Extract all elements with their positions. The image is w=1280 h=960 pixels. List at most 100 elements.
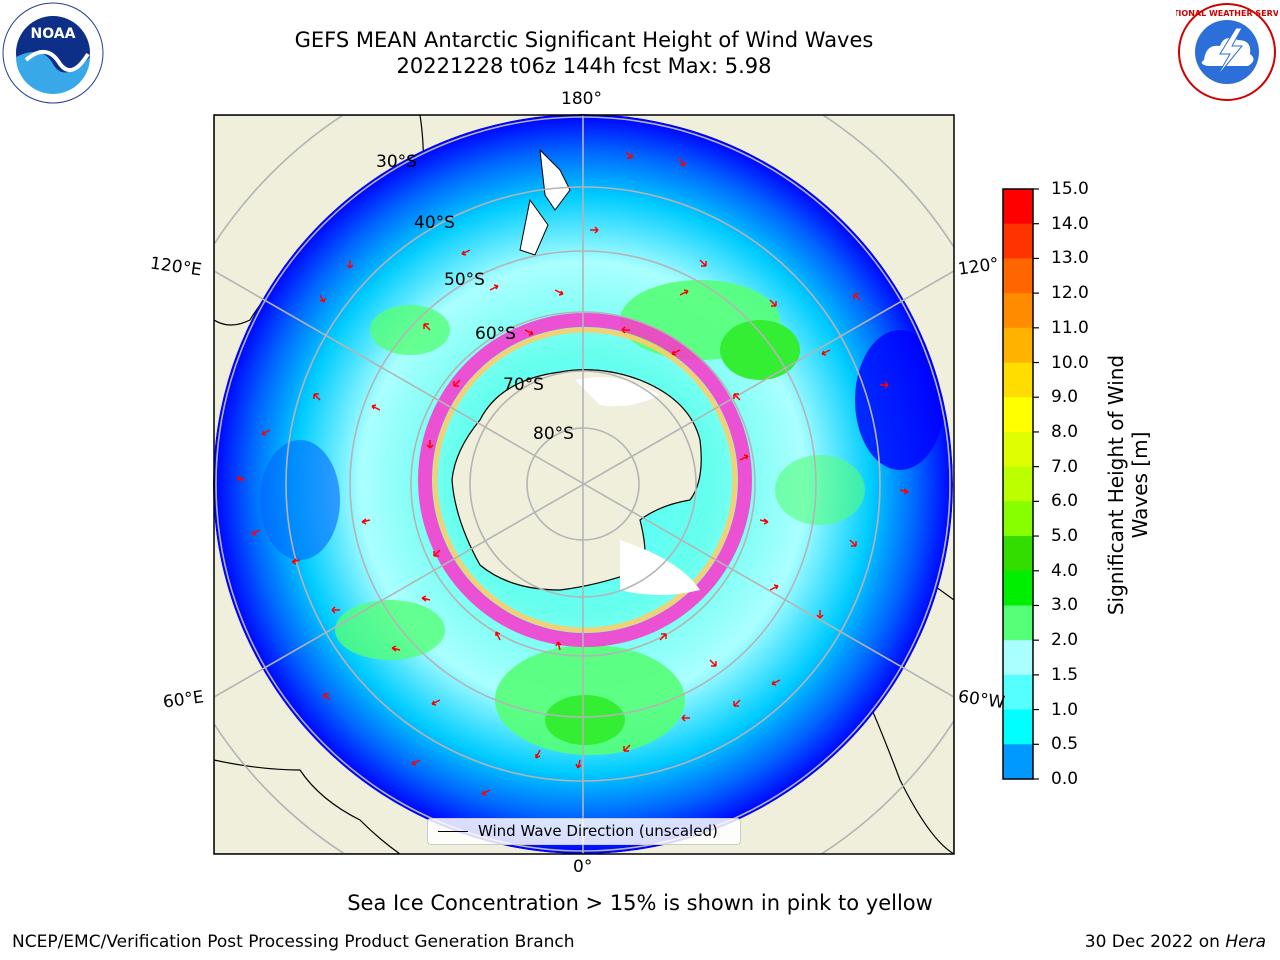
colorbar-band	[1003, 362, 1033, 398]
colorbar-band	[1003, 640, 1033, 676]
wind-arrow	[313, 393, 321, 401]
colorbar-band	[1003, 674, 1033, 711]
colorbar-tick-label: 7.0	[1051, 456, 1079, 477]
colorbar-tick-label: 14.0	[1051, 213, 1089, 234]
wind-arrow	[481, 789, 491, 796]
wind-arrow	[251, 529, 261, 536]
legend-label: Wind Wave Direction (unscaled)	[478, 822, 718, 840]
wind-arrow	[816, 610, 824, 619]
wind-arrow	[554, 289, 564, 296]
colorbar-tick-label: 2.0	[1051, 630, 1079, 651]
colorbar-label: Significant Height of Wind Waves [m]	[1104, 325, 1152, 645]
graticule	[214, 115, 954, 854]
sea-ice-ring-inner	[432, 327, 738, 633]
wind-arrow	[699, 259, 707, 267]
noaa-logo: NOAA	[2, 2, 104, 104]
colorbar-band	[1003, 744, 1033, 780]
colorbar-label-line-1: Significant Height of Wind	[1104, 354, 1128, 616]
wind-arrow	[899, 488, 909, 495]
wind-arrow	[555, 641, 562, 651]
wind-arrow	[659, 633, 667, 641]
wind-arrow	[625, 151, 633, 159]
new-zealand-landmass	[519, 148, 571, 256]
colorbar-band	[1003, 327, 1033, 364]
wind-arrow	[759, 518, 769, 525]
wind-arrow	[621, 326, 630, 334]
wind-arrow	[421, 595, 431, 602]
national-weather-service-logo: NATIONAL WEATHER SERVICE	[1161, 2, 1280, 102]
wave-height-patch	[335, 600, 445, 660]
sea-ice-note: Sea Ice Concentration > 15% is shown in …	[347, 891, 933, 915]
wind-arrow	[623, 744, 631, 752]
wind-arrow	[733, 393, 741, 401]
wind-arrow	[524, 329, 534, 336]
wind-arrow	[769, 299, 777, 307]
colorbar-tick-label: 4.0	[1051, 560, 1079, 581]
colorbar-band	[1003, 189, 1033, 225]
sea-ice-ring	[418, 313, 752, 647]
colorbar-band	[1003, 431, 1033, 468]
wind-arrow	[679, 157, 686, 167]
longitude-label-180: 180°	[561, 89, 602, 109]
wind-arrow	[771, 679, 781, 686]
colorbar	[1002, 188, 1039, 780]
wind-arrow	[880, 381, 889, 389]
colorbar-tick-label: 1.0	[1051, 699, 1079, 720]
wind-arrow	[681, 714, 690, 722]
chart-title: GEFS MEAN Antarctic Significant Height o…	[0, 27, 1168, 79]
wind-arrow	[853, 293, 861, 301]
wind-arrow	[769, 584, 779, 591]
footer-date: 30 Dec 2022 on Hera	[1085, 932, 1266, 952]
latitude-label-30s: 30°S	[376, 152, 417, 172]
wave-height-patch	[260, 440, 340, 560]
wind-arrow	[323, 693, 331, 701]
wind-arrow	[739, 454, 749, 461]
wind-arrow	[671, 349, 681, 356]
wind-arrow	[331, 606, 340, 614]
colorbar-band	[1003, 397, 1033, 433]
wind-arrow	[236, 475, 246, 482]
colorbar-band	[1003, 258, 1033, 294]
colorbar-tick-label: 10.0	[1051, 352, 1089, 373]
colorbar-band	[1003, 501, 1033, 537]
wave-height-patch	[545, 695, 625, 745]
wind-arrow	[535, 749, 541, 759]
colorbar-band	[1003, 293, 1033, 329]
wind-arrow	[291, 558, 301, 565]
footer-credit: NCEP/EMC/Verification Post Processing Pr…	[12, 932, 575, 952]
colorbar-band	[1003, 536, 1033, 572]
colorbar-tick-label: 6.0	[1051, 491, 1079, 512]
wind-arrow	[849, 539, 857, 547]
longitude-label-0: 0°	[573, 857, 593, 877]
wind-arrow	[495, 631, 501, 641]
wind-arrow	[821, 349, 831, 356]
wind-arrow	[346, 260, 354, 269]
colorbar-tick-label: 0.0	[1051, 769, 1079, 789]
wind-arrow	[590, 226, 599, 234]
footer-date-text: 30 Dec 2022 on	[1084, 932, 1226, 952]
wind-arrow	[371, 404, 381, 411]
wind-arrow	[423, 323, 431, 331]
colorbar-label-line-2: Waves [m]	[1128, 431, 1152, 539]
noaa-logo-text: NOAA	[31, 26, 76, 42]
colorbar-band	[1003, 605, 1033, 641]
colorbar-tick-label: 5.0	[1051, 526, 1079, 547]
map-legend: Wind Wave Direction (unscaled)	[427, 818, 741, 845]
wind-arrow	[319, 294, 326, 303]
colorbar-tick-label: 3.0	[1051, 595, 1079, 616]
map-frame-border	[213, 114, 955, 855]
wind-arrow	[575, 759, 582, 769]
wind-arrow	[261, 429, 271, 436]
colorbar-tick-label: 11.0	[1051, 317, 1089, 338]
title-line-2: 20221228 t06z 144h fcst Max: 5.98	[396, 54, 772, 78]
latitude-label-40s: 40°S	[414, 213, 455, 233]
ross-ice-shelf	[575, 377, 660, 407]
wind-arrow	[361, 518, 371, 525]
wind-arrow	[453, 379, 461, 387]
meridian	[214, 270, 954, 698]
colorbar-band	[1003, 570, 1033, 606]
colorbar-tick-label: 1.5	[1051, 664, 1079, 685]
wave-height-patch	[720, 320, 800, 380]
wind-arrow	[733, 699, 741, 707]
